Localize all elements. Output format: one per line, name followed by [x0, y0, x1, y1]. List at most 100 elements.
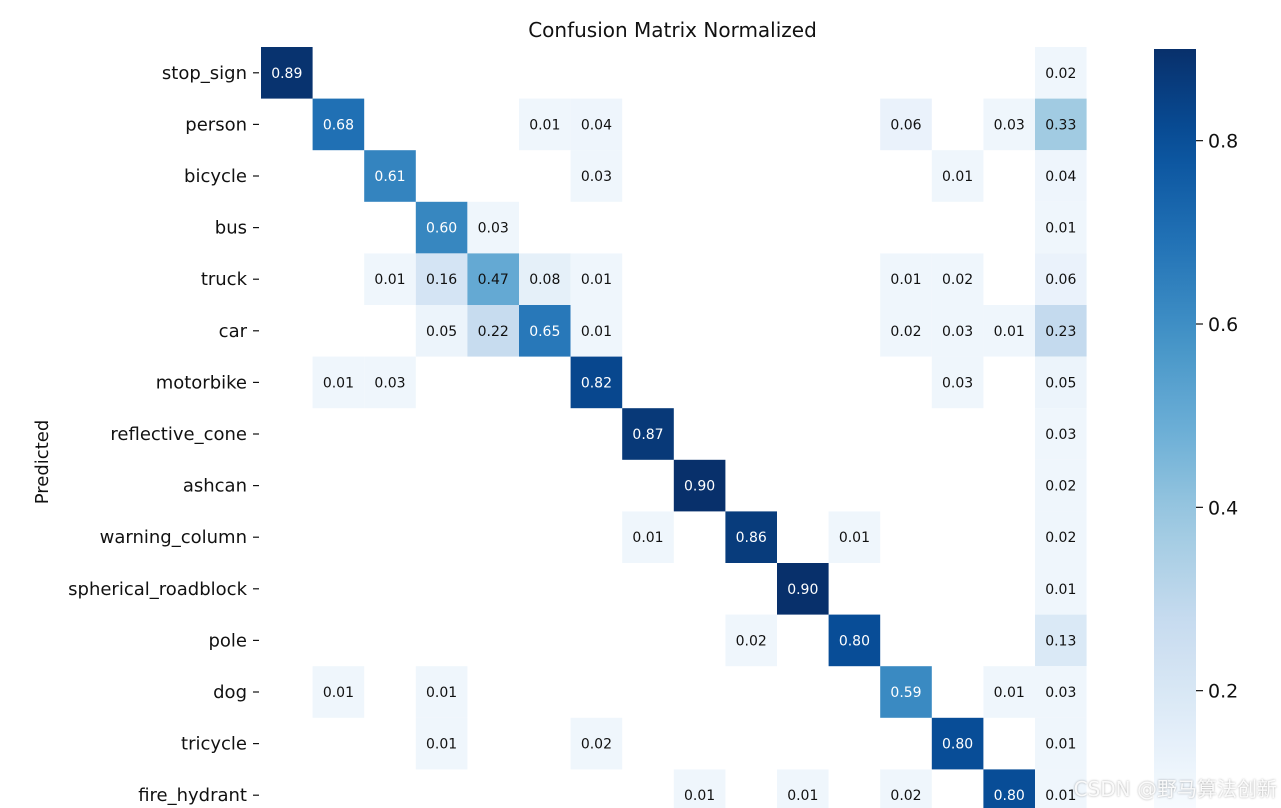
y-axis-label: Predicted	[32, 420, 53, 505]
chart-title: Confusion Matrix Normalized	[528, 18, 817, 42]
cell-value: 0.01	[426, 737, 457, 753]
heatmap-cell	[1035, 98, 1087, 151]
row-label: dog	[213, 682, 247, 703]
cell-value: 0.03	[478, 221, 509, 237]
colorbar-tick-label: 0.4	[1208, 497, 1238, 519]
cell-value: 0.01	[1045, 582, 1076, 598]
cell-value: 0.01	[994, 324, 1025, 340]
cell-value: 0.13	[1045, 633, 1076, 649]
heatmap-cell	[880, 253, 932, 305]
cell-value: 0.06	[1045, 272, 1076, 288]
cell-value: 0.87	[632, 427, 663, 443]
heatmap-cell	[880, 305, 932, 357]
cell-value: 0.02	[581, 737, 612, 753]
heatmap-cell	[777, 563, 829, 615]
heatmap-cell	[1035, 408, 1087, 460]
heatmap-cell	[519, 98, 571, 151]
heatmap-cell	[1035, 356, 1087, 409]
cell-value: 0.59	[890, 685, 921, 701]
heatmap-cell	[777, 769, 829, 808]
cell-value: 0.80	[839, 633, 870, 649]
cell-value: 0.01	[529, 117, 560, 133]
cell-value: 0.01	[323, 685, 354, 701]
cell-value: 0.33	[1045, 117, 1076, 133]
heatmap-cell	[364, 356, 416, 409]
row-label: tricycle	[181, 734, 247, 755]
cell-value: 0.03	[374, 375, 405, 391]
cell-value: 0.01	[890, 272, 921, 288]
row-label: fire_hydrant	[138, 785, 247, 806]
heatmap-cell	[983, 666, 1035, 718]
row-label: spherical_roadblock	[68, 579, 247, 600]
heatmap-cell	[725, 511, 777, 563]
watermark: CSDN @野马算法创新	[1073, 777, 1277, 801]
heatmap-cell	[1035, 769, 1087, 808]
heatmap-cell	[570, 98, 623, 151]
cell-value: 0.61	[374, 169, 405, 185]
heatmap-cell	[1035, 614, 1087, 667]
cell-value: 0.01	[323, 375, 354, 391]
cell-value: 0.01	[942, 169, 973, 185]
heatmap-cell	[1035, 563, 1087, 615]
cell-value: 0.02	[1045, 530, 1076, 546]
heatmap-cell	[931, 356, 984, 409]
cell-value: 0.08	[529, 272, 560, 288]
row-label: truck	[201, 269, 248, 290]
cell-value: 0.01	[632, 530, 663, 546]
cell-value: 0.16	[426, 272, 457, 288]
cell-value: 0.80	[994, 788, 1025, 804]
row-label: warning_column	[100, 527, 247, 548]
cell-value: 0.04	[1045, 169, 1076, 185]
heatmap-cell	[725, 614, 777, 667]
cell-value: 0.01	[994, 685, 1025, 701]
heatmap-cell	[931, 150, 984, 202]
cell-value: 0.05	[426, 324, 457, 340]
heatmap-cell	[467, 253, 519, 305]
row-label: pole	[208, 630, 247, 651]
heatmap-cell	[983, 305, 1035, 357]
cell-value: 0.80	[942, 737, 973, 753]
row-label: person	[185, 114, 247, 135]
cell-value: 0.90	[787, 582, 818, 598]
heatmap-cell	[415, 717, 468, 770]
cell-value: 0.02	[1045, 479, 1076, 495]
cell-value: 0.06	[890, 117, 921, 133]
heatmap-cell	[312, 356, 365, 409]
cell-value: 0.01	[581, 324, 612, 340]
cell-value: 0.02	[1045, 66, 1076, 82]
heatmap-cell	[364, 253, 416, 305]
heatmap-cell	[415, 666, 468, 718]
heatmap-cell	[570, 150, 623, 202]
heatmap-cell	[673, 459, 726, 512]
heatmap-cell	[415, 253, 468, 305]
cell-value: 0.03	[1045, 427, 1076, 443]
heatmap-cell	[931, 305, 984, 357]
heatmap-cell	[570, 305, 623, 357]
cell-value: 0.60	[426, 221, 457, 237]
cell-value: 0.86	[736, 530, 767, 546]
heatmap-cell	[467, 201, 519, 254]
colorbar-tick-label: 0.2	[1208, 681, 1238, 703]
heatmap-cell	[1035, 666, 1087, 718]
cell-value: 0.01	[839, 530, 870, 546]
heatmap-cell	[1035, 150, 1087, 202]
cell-value: 0.03	[942, 375, 973, 391]
row-label: bicycle	[184, 166, 247, 187]
cell-value: 0.01	[1045, 221, 1076, 237]
heatmap-cell	[1035, 305, 1087, 357]
heatmap-cell	[1035, 459, 1087, 512]
heatmap-cell	[880, 769, 932, 808]
heatmap-cell	[622, 511, 674, 563]
heatmap-cell	[415, 201, 468, 254]
heatmap-cell	[261, 47, 313, 99]
cell-value: 0.02	[736, 633, 767, 649]
heatmap-cell	[519, 305, 571, 357]
heatmap-cell	[828, 511, 881, 563]
colorbar	[1154, 49, 1196, 808]
heatmap-cell	[828, 614, 881, 667]
heatmap-cell	[570, 717, 623, 770]
cell-value: 0.22	[478, 324, 509, 340]
heatmap-cell	[1035, 717, 1087, 770]
cell-value: 0.01	[581, 272, 612, 288]
colorbar-tick-label: 0.6	[1208, 314, 1238, 336]
